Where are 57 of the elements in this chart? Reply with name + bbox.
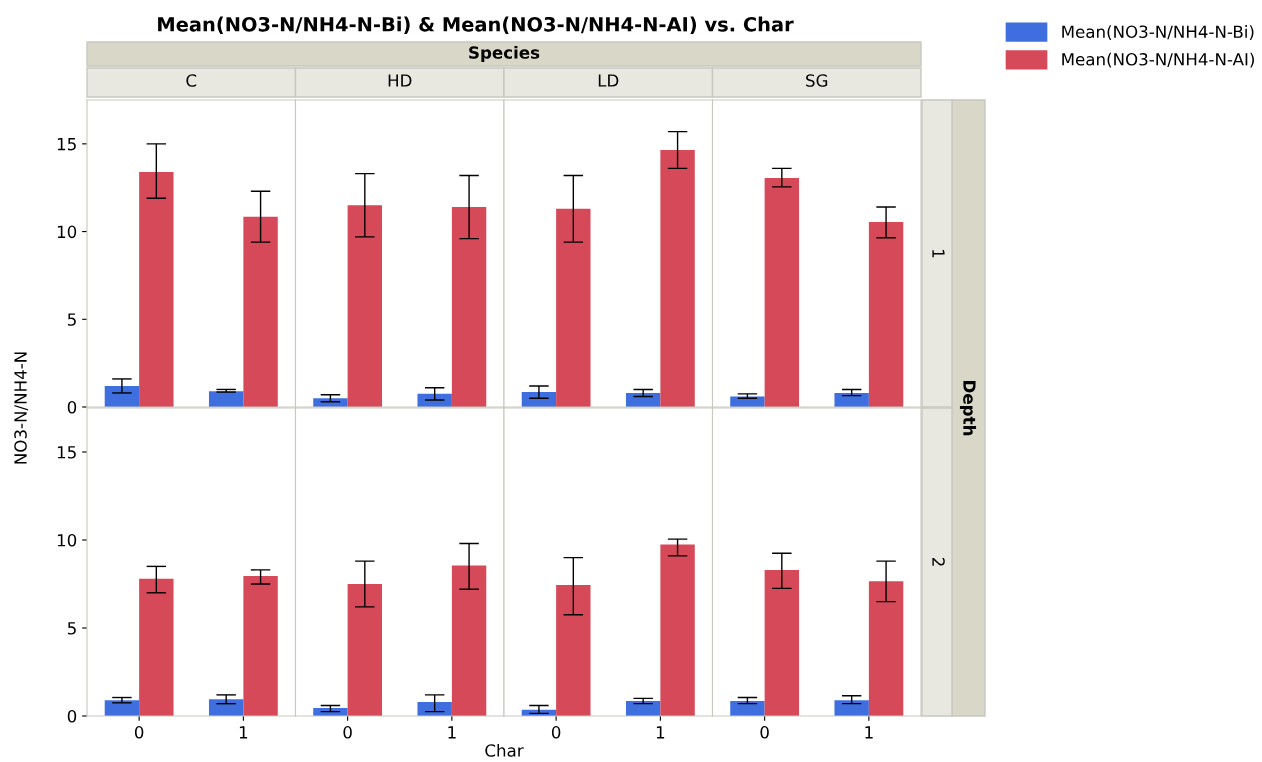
- bar: [417, 701, 452, 716]
- bar: [104, 385, 140, 407]
- y-axis-title: NO3-N/NH4-N: [14, 352, 29, 464]
- chart-title: HD: [388, 74, 412, 87]
- x-tick-label: 1: [448, 726, 456, 739]
- x-tick-label: 1: [239, 726, 248, 739]
- bar: [139, 171, 174, 407]
- y-tick-label: 5: [67, 313, 76, 326]
- bar: [660, 544, 695, 716]
- bar: [764, 178, 800, 407]
- chart-title: C: [186, 74, 197, 87]
- bar: [730, 701, 765, 716]
- y2-axis-title: 1: [932, 250, 945, 258]
- bar: [834, 392, 869, 407]
- chart-title: SG: [806, 74, 828, 87]
- x-tick-label: 0: [343, 726, 352, 739]
- bar: [243, 216, 278, 407]
- bar: [347, 205, 383, 407]
- bar: [451, 207, 487, 407]
- bar: [556, 208, 591, 407]
- bar: [868, 221, 904, 407]
- legend-label: Mean(NO3-N/NH4-N-Bi): [1062, 25, 1254, 40]
- bar: [347, 584, 383, 716]
- x-tick-label: 1: [656, 726, 665, 739]
- bar: [139, 578, 174, 716]
- bar: [521, 392, 557, 407]
- x-tick-label: 0: [134, 726, 144, 739]
- bar: [208, 699, 244, 716]
- bar: [730, 396, 765, 407]
- x-tick-label: 0: [760, 726, 769, 739]
- bar: [834, 700, 869, 716]
- bar: [868, 581, 904, 716]
- bar: [625, 392, 661, 407]
- y2-axis-title: 2: [932, 557, 945, 566]
- text: Species: [469, 45, 540, 63]
- bar: [625, 701, 661, 716]
- y-tick-label: 15: [57, 138, 76, 151]
- y-tick-label: 0: [67, 709, 77, 723]
- x-tick-label: 1: [865, 726, 873, 739]
- legend-label: Mean(NO3-N/NH4-N-AI): [1062, 52, 1254, 68]
- y-tick-label: 0: [67, 400, 77, 414]
- y-tick-label: 15: [57, 446, 76, 459]
- chart-title: LD: [598, 74, 619, 87]
- bar: [208, 391, 244, 407]
- bar: [104, 700, 140, 716]
- x-tick-label: 0: [551, 726, 561, 739]
- text: Char: [485, 743, 524, 757]
- y-tick-label: 10: [57, 225, 77, 239]
- bar: [451, 565, 487, 716]
- bar: [243, 576, 278, 716]
- y-tick-label: 5: [67, 622, 76, 635]
- y-tick-label: 10: [57, 533, 77, 547]
- text: Mean(NO3-N/NH4-N-Bi) & Mean(NO3-N/NH4-N-AI) vs. Char: [158, 16, 794, 34]
- bar: [660, 150, 695, 407]
- bar: [556, 584, 591, 716]
- bar: [764, 569, 800, 716]
- text: Depth: [959, 381, 977, 436]
